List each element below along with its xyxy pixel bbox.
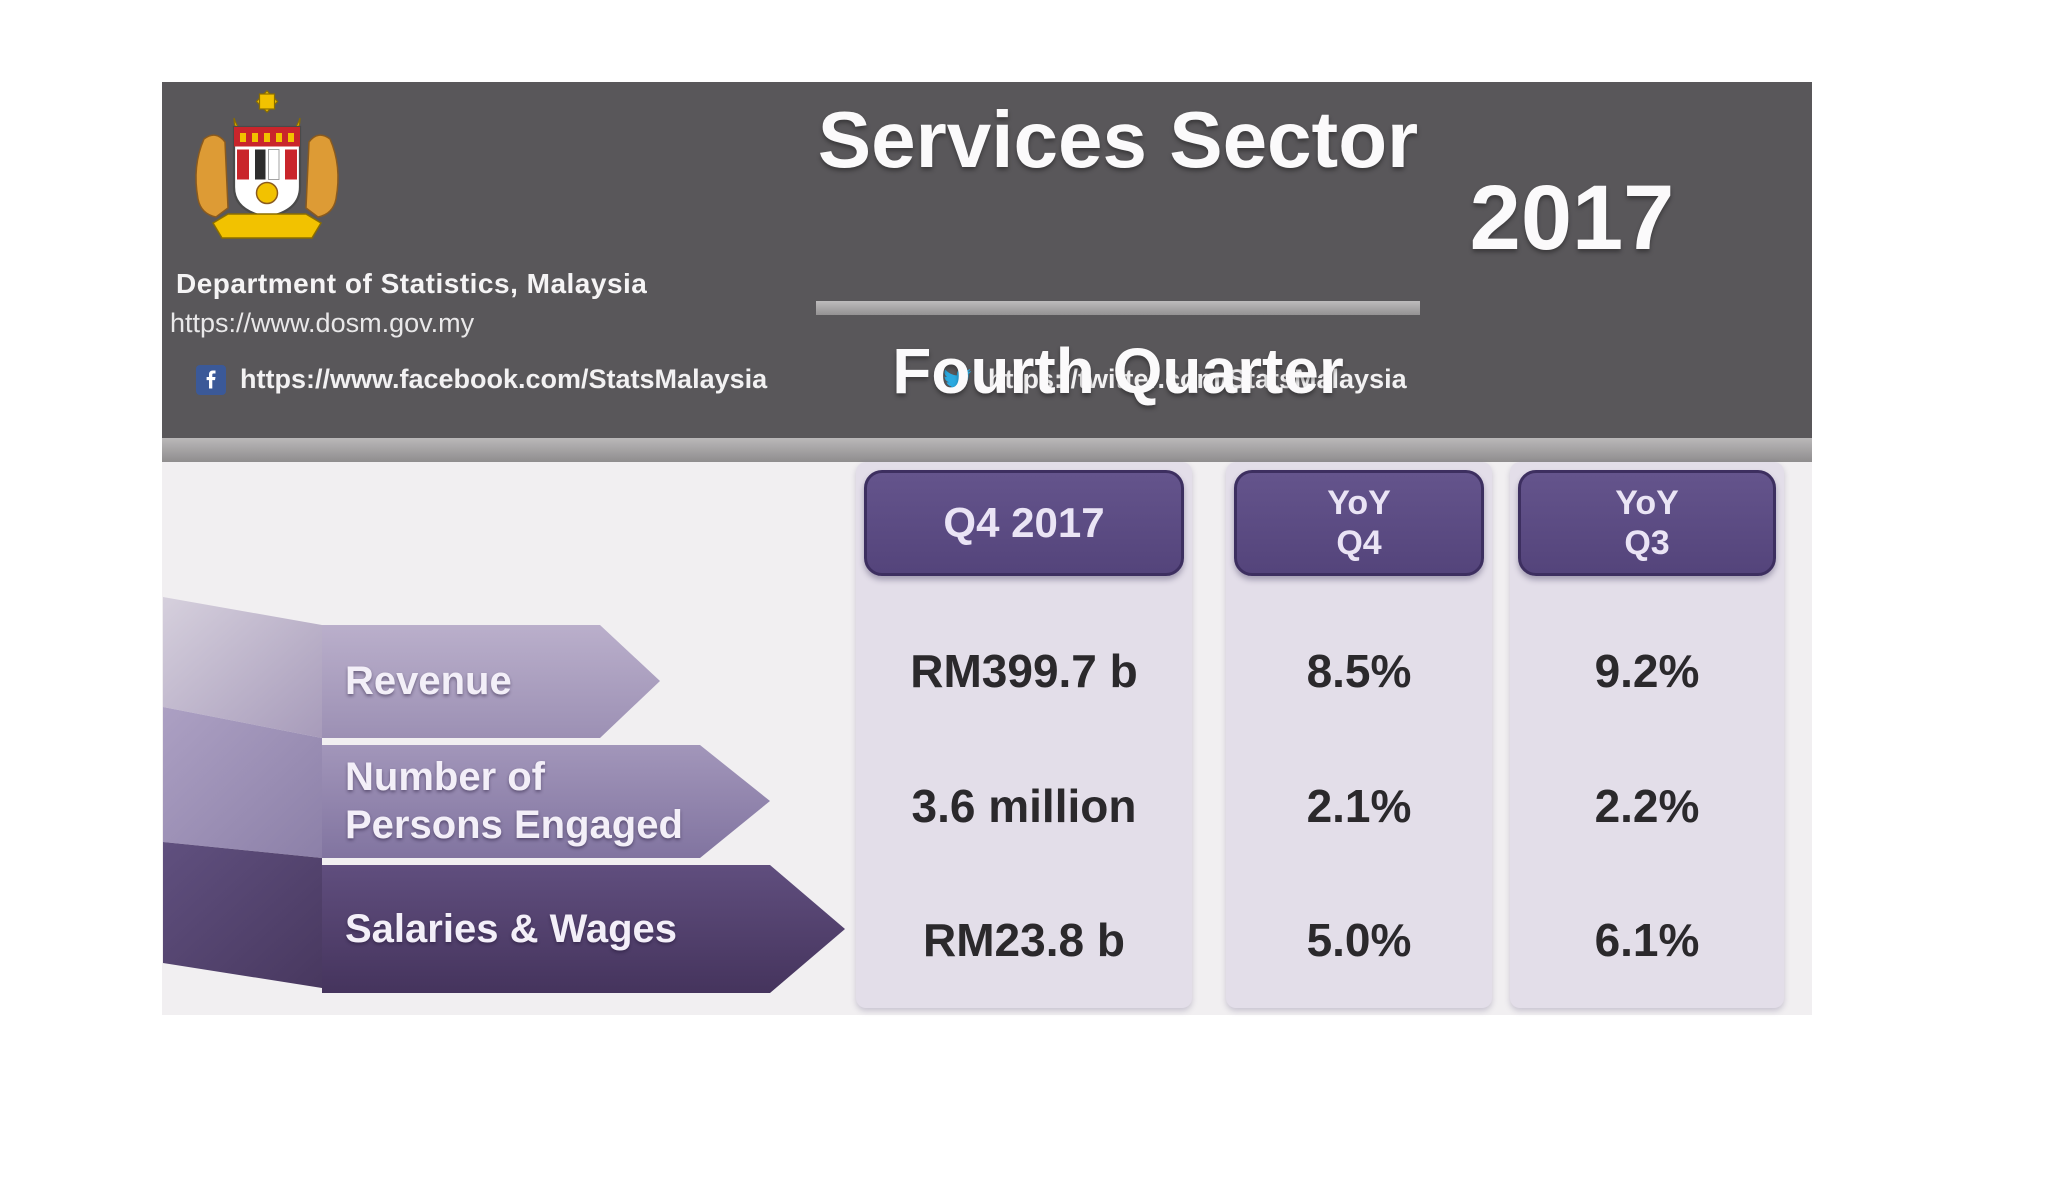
twitter-link[interactable]: https://twitter.com/StatsMalaysia — [988, 364, 1407, 394]
cell-persons-yoy-q3: 2.2% — [1594, 780, 1700, 832]
year-label: 2017 — [1469, 167, 1675, 269]
cell-salaries-yoy-q3: 6.1% — [1594, 914, 1700, 966]
row-label-line: Salaries & Wages — [345, 907, 678, 951]
cell-persons-q4-value: 3.6 million — [911, 780, 1137, 832]
website-link[interactable]: https://www.dosm.gov.my — [170, 308, 475, 338]
header: Department of Statistics, Malaysia https… — [162, 82, 1812, 438]
facebook-icon — [196, 364, 226, 395]
row-label-line: Number of — [345, 755, 545, 799]
cell-revenue-yoy-q3: 9.2% — [1594, 645, 1700, 697]
cell-revenue-yoy-q4: 8.5% — [1306, 645, 1412, 697]
column-header-yoy-q3: YoY Q3 — [1518, 470, 1776, 576]
org-name: Department of Statistics, Malaysia — [176, 268, 648, 299]
title-underline — [816, 301, 1420, 315]
cell-persons-yoy-q4: 2.1% — [1306, 780, 1412, 832]
twitter-row: https://twitter.com/StatsMalaysia — [940, 364, 1407, 395]
column-header-q4-2017: Q4 2017 — [864, 470, 1184, 576]
header-divider — [162, 438, 1812, 462]
data-table-area: Q4 2017 YoY Q4 YoY Q3 — [162, 462, 1812, 1015]
row-label-line: Revenue — [345, 659, 512, 703]
row-label-salaries-wages: Salaries & Wages — [345, 905, 677, 953]
column-header-sublabel: Q3 — [1624, 524, 1670, 562]
cell-salaries-q4-value: RM23.8 b — [923, 914, 1125, 966]
facebook-link[interactable]: https://www.facebook.com/StatsMalaysia — [240, 364, 768, 394]
revenue-ribbon-tail — [163, 597, 322, 738]
cell-salaries-yoy-q4: 5.0% — [1306, 914, 1412, 966]
salaries-arrow — [322, 865, 845, 993]
row-label-persons-engaged: Number of Persons Engaged — [345, 753, 683, 849]
column-header-label: YoY — [1327, 484, 1391, 522]
facebook-row: https://www.facebook.com/StatsMalaysia — [196, 364, 767, 395]
salaries-ribbon-tail — [163, 842, 322, 988]
page-subtitle: Fourth Quarter — [892, 335, 1344, 407]
malaysia-coat-of-arms-logo — [195, 90, 339, 239]
column-header-label: YoY — [1615, 484, 1679, 522]
cell-revenue-q4-value: RM399.7 b — [910, 645, 1138, 697]
revenue-arrow — [322, 625, 660, 738]
services-sector-poster: Department of Statistics, Malaysia https… — [162, 82, 1812, 1015]
page-title: Services Sector — [817, 95, 1419, 184]
row-label-line: Persons Engaged — [345, 803, 683, 847]
column-header-label: Q4 2017 — [943, 499, 1105, 546]
twitter-icon — [943, 367, 972, 391]
persons-ribbon-tail — [163, 707, 322, 858]
column-header-yoy-q4: YoY Q4 — [1234, 470, 1484, 576]
row-arrows — [163, 597, 845, 993]
persons-arrow — [322, 745, 770, 858]
column-header-sublabel: Q4 — [1336, 524, 1382, 562]
row-label-revenue: Revenue — [345, 657, 512, 705]
